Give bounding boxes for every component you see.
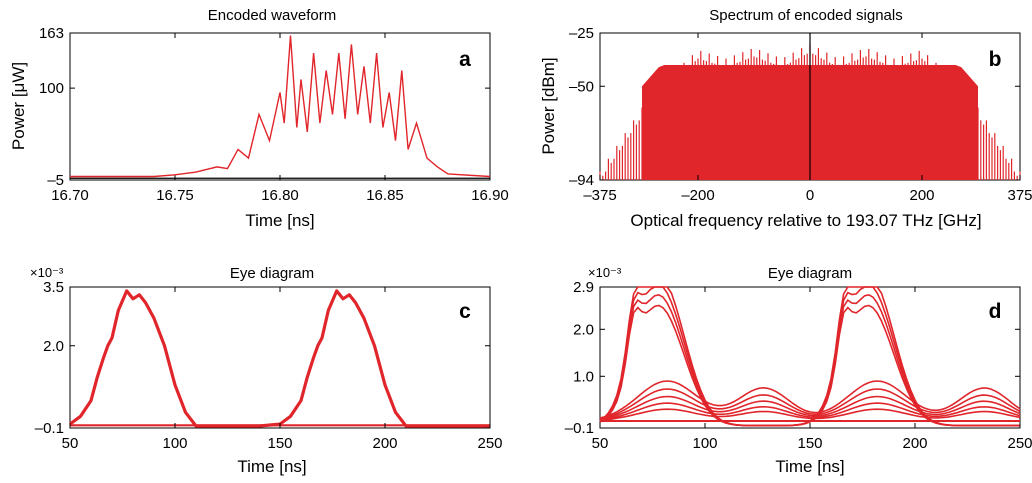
xtick-label-a-2: 16.80 — [261, 187, 299, 204]
ytick-label-d-0: 2.9 — [573, 279, 594, 296]
xlabel-d: Time [ns] — [775, 457, 844, 476]
ylabel-b: Power [dBm] — [539, 57, 558, 154]
exponent-c: ×10⁻³ — [30, 265, 64, 280]
xtick-label-a-4: 16.90 — [471, 187, 509, 204]
ytick-label-a-1: 100 — [39, 80, 64, 97]
xtick-label-a-1: 16.75 — [156, 187, 194, 204]
xtick-label-b-1: –200 — [681, 187, 714, 204]
ytick-label-c-1: 2.0 — [43, 338, 64, 355]
series-a — [70, 35, 491, 179]
series-line-a-0 — [70, 35, 491, 178]
xtick-label-d-1: 100 — [692, 435, 717, 452]
ylabel-a: Power [μW] — [9, 62, 28, 150]
ytick-label-b-1: –50 — [569, 78, 594, 95]
xtick-label-a-3: 16.85 — [366, 187, 404, 204]
eye-trace-d-8 — [599, 408, 1021, 421]
eye-trace-d-7 — [599, 402, 1021, 421]
xtick-label-d-4: 250 — [1007, 435, 1032, 452]
xtick-label-b-0: –375 — [583, 187, 616, 204]
ticks-a: 16.70 16.75 16.80 16.85 16.90 163 100 –5 — [39, 25, 509, 204]
title-d: Eye diagram — [768, 265, 852, 282]
xtick-label-c-4: 250 — [477, 435, 502, 452]
ytick-label-a-0: 163 — [39, 25, 64, 42]
xtick-label-c-2: 150 — [267, 435, 292, 452]
panel-label-d: d — [989, 300, 1002, 323]
panel-label-b: b — [989, 48, 1002, 71]
title-a: Encoded waveform — [208, 7, 336, 24]
ticks-b: –375 –200 0 200 375 –25 –50 –94 — [569, 25, 1032, 204]
series-line-c-0 — [69, 289, 490, 428]
xtick-label-b-3: 200 — [909, 187, 934, 204]
xtick-label-a-0: 16.70 — [51, 187, 89, 204]
panel-label-a: a — [459, 48, 471, 71]
xlabel-c: Time [ns] — [237, 457, 306, 476]
panel-b: Spectrum of encoded signals –375 –200 0 200… — [539, 7, 1032, 230]
ytick-label-b-2: –94 — [569, 172, 594, 189]
xtick-label-b-4: 375 — [1007, 187, 1032, 204]
ticks-c: 50 100 150 200 250 3.5 2.0 –0.1 — [35, 279, 503, 452]
eye-trace-d-6 — [599, 395, 1021, 420]
ytick-label-d-3: –0.1 — [565, 420, 594, 437]
series-d — [599, 286, 1021, 427]
panel-label-c: c — [459, 300, 471, 323]
panel-c: ×10⁻³ Eye diagram 50 100 150 200 250 3.5 2.0 –0… — [30, 265, 503, 476]
xtick-label-d-0: 50 — [592, 435, 609, 452]
eye-trace-d-3 — [599, 304, 1020, 427]
ytick-label-d-2: 1.0 — [573, 368, 594, 385]
xtick-label-d-2: 150 — [797, 435, 822, 452]
ytick-label-a-2: –5 — [47, 172, 64, 189]
xlabel-b: Optical frequency relative to 193.07 THz… — [630, 211, 981, 230]
title-c: Eye diagram — [230, 265, 314, 282]
ytick-label-b-0: –25 — [569, 25, 594, 42]
xtick-label-b-2: 0 — [806, 187, 814, 204]
panel-d: ×10⁻³ Eye diagram 50 100 150 200 250 2.9 2.0 1.… — [565, 265, 1032, 476]
ytick-label-c-2: –0.1 — [35, 420, 64, 437]
xtick-label-c-3: 200 — [372, 435, 397, 452]
ytick-label-d-1: 2.0 — [573, 321, 594, 338]
series-c — [69, 289, 490, 428]
panel-a: Encoded waveform 16.70 16.75 16.80 16.85 16.… — [9, 7, 509, 230]
eye-trace-d-4 — [599, 380, 1021, 419]
ytick-label-c-0: 3.5 — [43, 279, 64, 296]
xtick-label-d-3: 200 — [902, 435, 927, 452]
exponent-d: ×10⁻³ — [588, 265, 622, 280]
eye-trace-d-5 — [599, 388, 1021, 420]
xtick-label-c-1: 100 — [162, 435, 187, 452]
ticks-d: 50 100 150 200 250 2.9 2.0 1.0 –0.1 — [565, 279, 1032, 452]
xtick-label-c-0: 50 — [62, 435, 79, 452]
title-b: Spectrum of encoded signals — [709, 7, 902, 24]
series-b — [599, 33, 1021, 180]
plot-frame-c — [69, 286, 491, 429]
xlabel-a: Time [ns] — [245, 211, 314, 230]
